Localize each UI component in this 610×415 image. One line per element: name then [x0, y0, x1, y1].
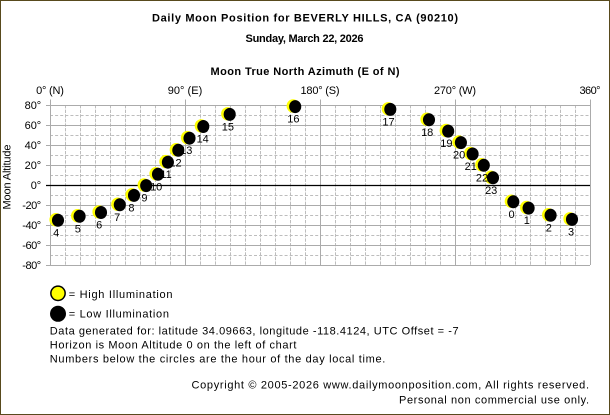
svg-text:0: 0 — [508, 209, 514, 221]
svg-text:20: 20 — [453, 150, 465, 162]
svg-text:14: 14 — [197, 134, 209, 146]
svg-text:-80°: -80° — [22, 260, 41, 272]
svg-text:7: 7 — [114, 212, 120, 224]
svg-text:Copyright © 2005-2026 www.dail: Copyright © 2005-2026 www.dailymoonposit… — [192, 379, 590, 391]
svg-text:11: 11 — [160, 169, 171, 181]
svg-text:4: 4 — [53, 227, 59, 239]
svg-text:0° (N): 0° (N) — [36, 85, 64, 97]
svg-text:21: 21 — [465, 161, 477, 173]
svg-text:15: 15 — [222, 121, 234, 133]
svg-text:-60°: -60° — [22, 240, 41, 252]
svg-text:9: 9 — [141, 193, 147, 205]
svg-text:Sunday, March 22, 2026: Sunday, March 22, 2026 — [246, 33, 364, 45]
svg-text:16: 16 — [287, 114, 299, 126]
svg-text:0°: 0° — [31, 180, 42, 192]
svg-text:17: 17 — [382, 116, 394, 128]
svg-text:60°: 60° — [25, 120, 42, 132]
svg-text:270° (W): 270° (W) — [434, 85, 476, 97]
svg-text:90° (E): 90° (E) — [168, 85, 203, 97]
svg-text:Moon Altitude: Moon Altitude — [2, 145, 14, 210]
svg-text:13: 13 — [180, 145, 192, 157]
svg-text:Personal non commercial use on: Personal non commercial use only. — [399, 394, 589, 406]
svg-text:22: 22 — [476, 172, 488, 184]
svg-text:19: 19 — [440, 138, 452, 150]
svg-text:-40°: -40° — [22, 220, 41, 232]
svg-text:80°: 80° — [25, 100, 42, 112]
svg-text:Moon True North Azimuth (E of: Moon True North Azimuth (E of N) — [211, 66, 400, 78]
svg-text:6: 6 — [96, 220, 102, 232]
svg-text:Data generated for: latitude 3: Data generated for: latitude 34.09663, l… — [50, 326, 459, 338]
svg-text:2: 2 — [546, 222, 552, 234]
svg-text:180° (S): 180° (S) — [301, 85, 340, 97]
svg-text:Horizon is Moon Altitude 0 on: Horizon is Moon Altitude 0 on the left o… — [50, 339, 297, 351]
svg-text:Numbers below the circles are: Numbers below the circles are the hour o… — [50, 354, 386, 366]
svg-text:= Low Illumination: = Low Illumination — [69, 308, 169, 320]
svg-text:Daily Moon Position for BEVERL: Daily Moon Position for BEVERLY HILLS, C… — [152, 12, 458, 24]
svg-text:= High Illumination: = High Illumination — [69, 289, 173, 301]
svg-text:10: 10 — [150, 181, 162, 193]
svg-text:3: 3 — [568, 226, 574, 238]
svg-text:360°: 360° — [580, 85, 601, 97]
svg-text:18: 18 — [421, 127, 433, 139]
svg-text:12: 12 — [169, 157, 181, 169]
svg-text:20°: 20° — [25, 160, 42, 172]
svg-text:1: 1 — [524, 215, 530, 227]
svg-text:23: 23 — [485, 185, 497, 197]
svg-text:5: 5 — [75, 223, 81, 235]
svg-text:-20°: -20° — [22, 200, 41, 212]
svg-text:40°: 40° — [25, 140, 42, 152]
svg-text:8: 8 — [128, 202, 134, 214]
